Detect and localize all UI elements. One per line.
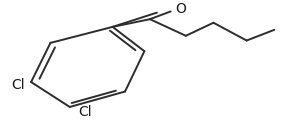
Text: Cl: Cl bbox=[78, 105, 92, 119]
Text: O: O bbox=[175, 2, 186, 17]
Text: Cl: Cl bbox=[12, 78, 25, 92]
